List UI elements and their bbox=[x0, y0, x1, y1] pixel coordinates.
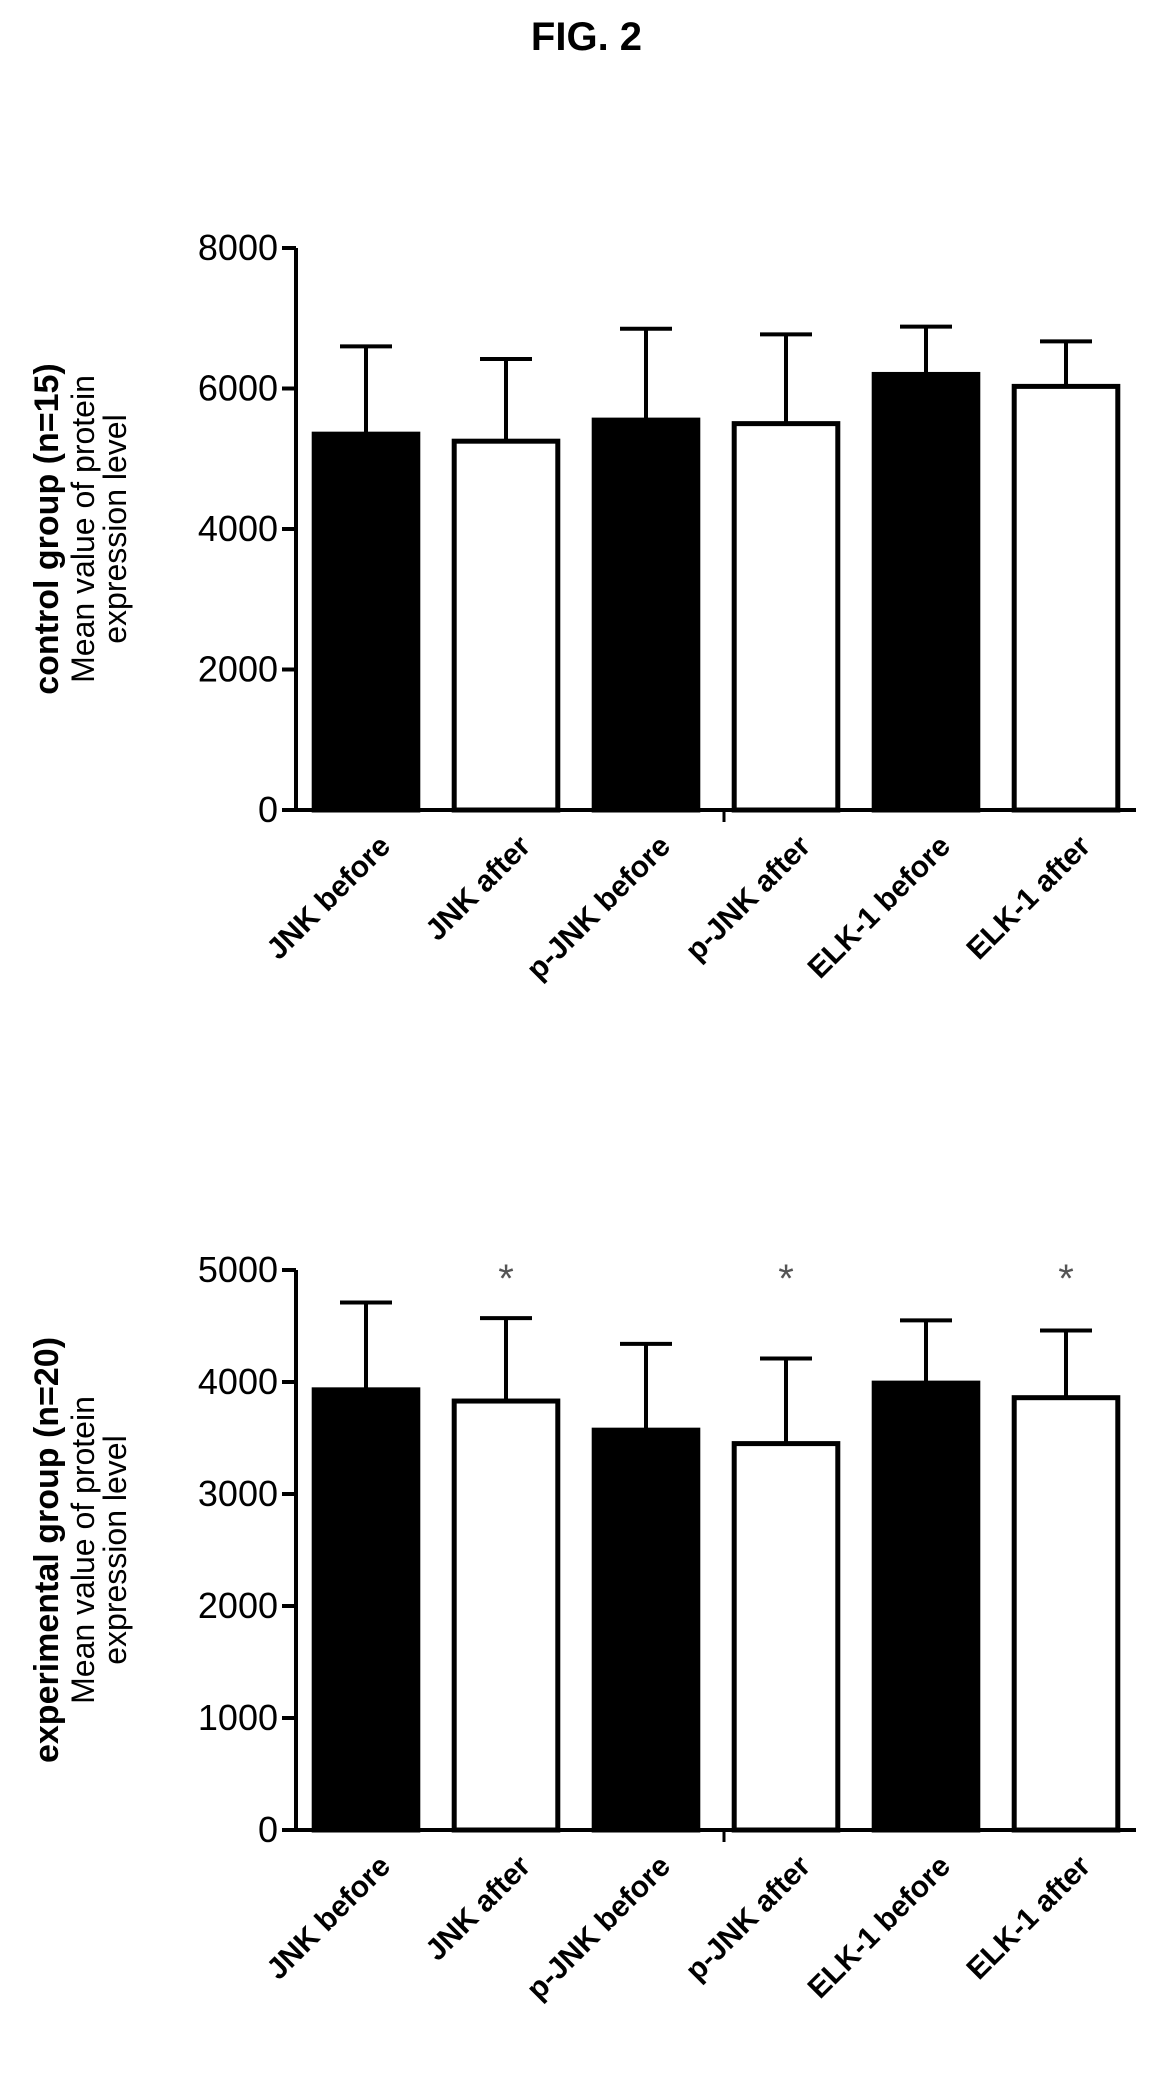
y-axis-label-line-3: expression level bbox=[97, 1435, 133, 1664]
x-category-label: JNK after bbox=[419, 1849, 537, 1967]
bar-elk-1-after bbox=[1011, 383, 1121, 813]
y-axis-label-line-3: expression level bbox=[97, 414, 133, 643]
significance-asterisk: * bbox=[498, 1257, 514, 1301]
bar-p-jnk-after bbox=[731, 421, 841, 813]
bar-elk-1-after bbox=[1011, 1395, 1121, 1833]
y-axis-label-line-1: experimental group (n=20) bbox=[28, 1337, 66, 1763]
x-category-label: JNK before bbox=[260, 830, 397, 967]
x-category-label: p-JNK before bbox=[520, 830, 677, 987]
y-tick-label: 4000 bbox=[198, 1361, 278, 1402]
bar-jnk-before bbox=[311, 431, 421, 813]
bar-jnk-after bbox=[451, 1398, 561, 1833]
y-tick-label: 2000 bbox=[198, 649, 278, 690]
bar-p-jnk-after bbox=[731, 1441, 841, 1833]
x-category-label: ELK-1 after bbox=[960, 829, 1097, 966]
y-tick-label: 3000 bbox=[198, 1473, 278, 1514]
y-tick-label: 4000 bbox=[198, 508, 278, 549]
y-tick-label: 8000 bbox=[198, 227, 278, 268]
bar-p-jnk-before bbox=[591, 417, 701, 813]
x-category-label: JNK after bbox=[419, 829, 537, 947]
y-axis-label-line-1: control group (n=15) bbox=[28, 363, 66, 695]
y-tick-label: 6000 bbox=[198, 368, 278, 409]
bar-elk-1-before bbox=[871, 1380, 981, 1833]
y-tick-label: 0 bbox=[258, 1809, 278, 1850]
x-category-label: p-JNK after bbox=[679, 829, 817, 967]
y-tick-label: 2000 bbox=[198, 1585, 278, 1626]
y-axis-label-line-2: Mean value of protein bbox=[65, 375, 101, 683]
y-axis-label-line-2: Mean value of protein bbox=[65, 1396, 101, 1704]
control-group-chart: control group (n=15) Mean value of protei… bbox=[28, 227, 1136, 987]
x-category-label: ELK-1 before bbox=[802, 830, 957, 985]
significance-asterisk: * bbox=[778, 1257, 794, 1301]
y-tick-label: 1000 bbox=[198, 1697, 278, 1738]
x-category-label: p-JNK after bbox=[679, 1849, 817, 1987]
bar-p-jnk-before bbox=[591, 1427, 701, 1833]
x-category-label: JNK before bbox=[260, 1850, 397, 1987]
y-tick-label: 0 bbox=[258, 789, 278, 830]
bar-elk-1-before bbox=[871, 371, 981, 813]
significance-asterisk: * bbox=[1058, 1257, 1074, 1301]
x-category-label: p-JNK before bbox=[520, 1850, 677, 2007]
x-category-label: ELK-1 after bbox=[960, 1849, 1097, 1986]
bar-jnk-after bbox=[451, 438, 561, 813]
x-category-label: ELK-1 before bbox=[802, 1850, 957, 2005]
bar-jnk-before bbox=[311, 1387, 421, 1833]
experimental-group-chart: experimental group (n=20) Mean value of p… bbox=[28, 1249, 1136, 2007]
figure-title: FIG. 2 bbox=[530, 15, 643, 59]
y-tick-label: 5000 bbox=[198, 1249, 278, 1290]
